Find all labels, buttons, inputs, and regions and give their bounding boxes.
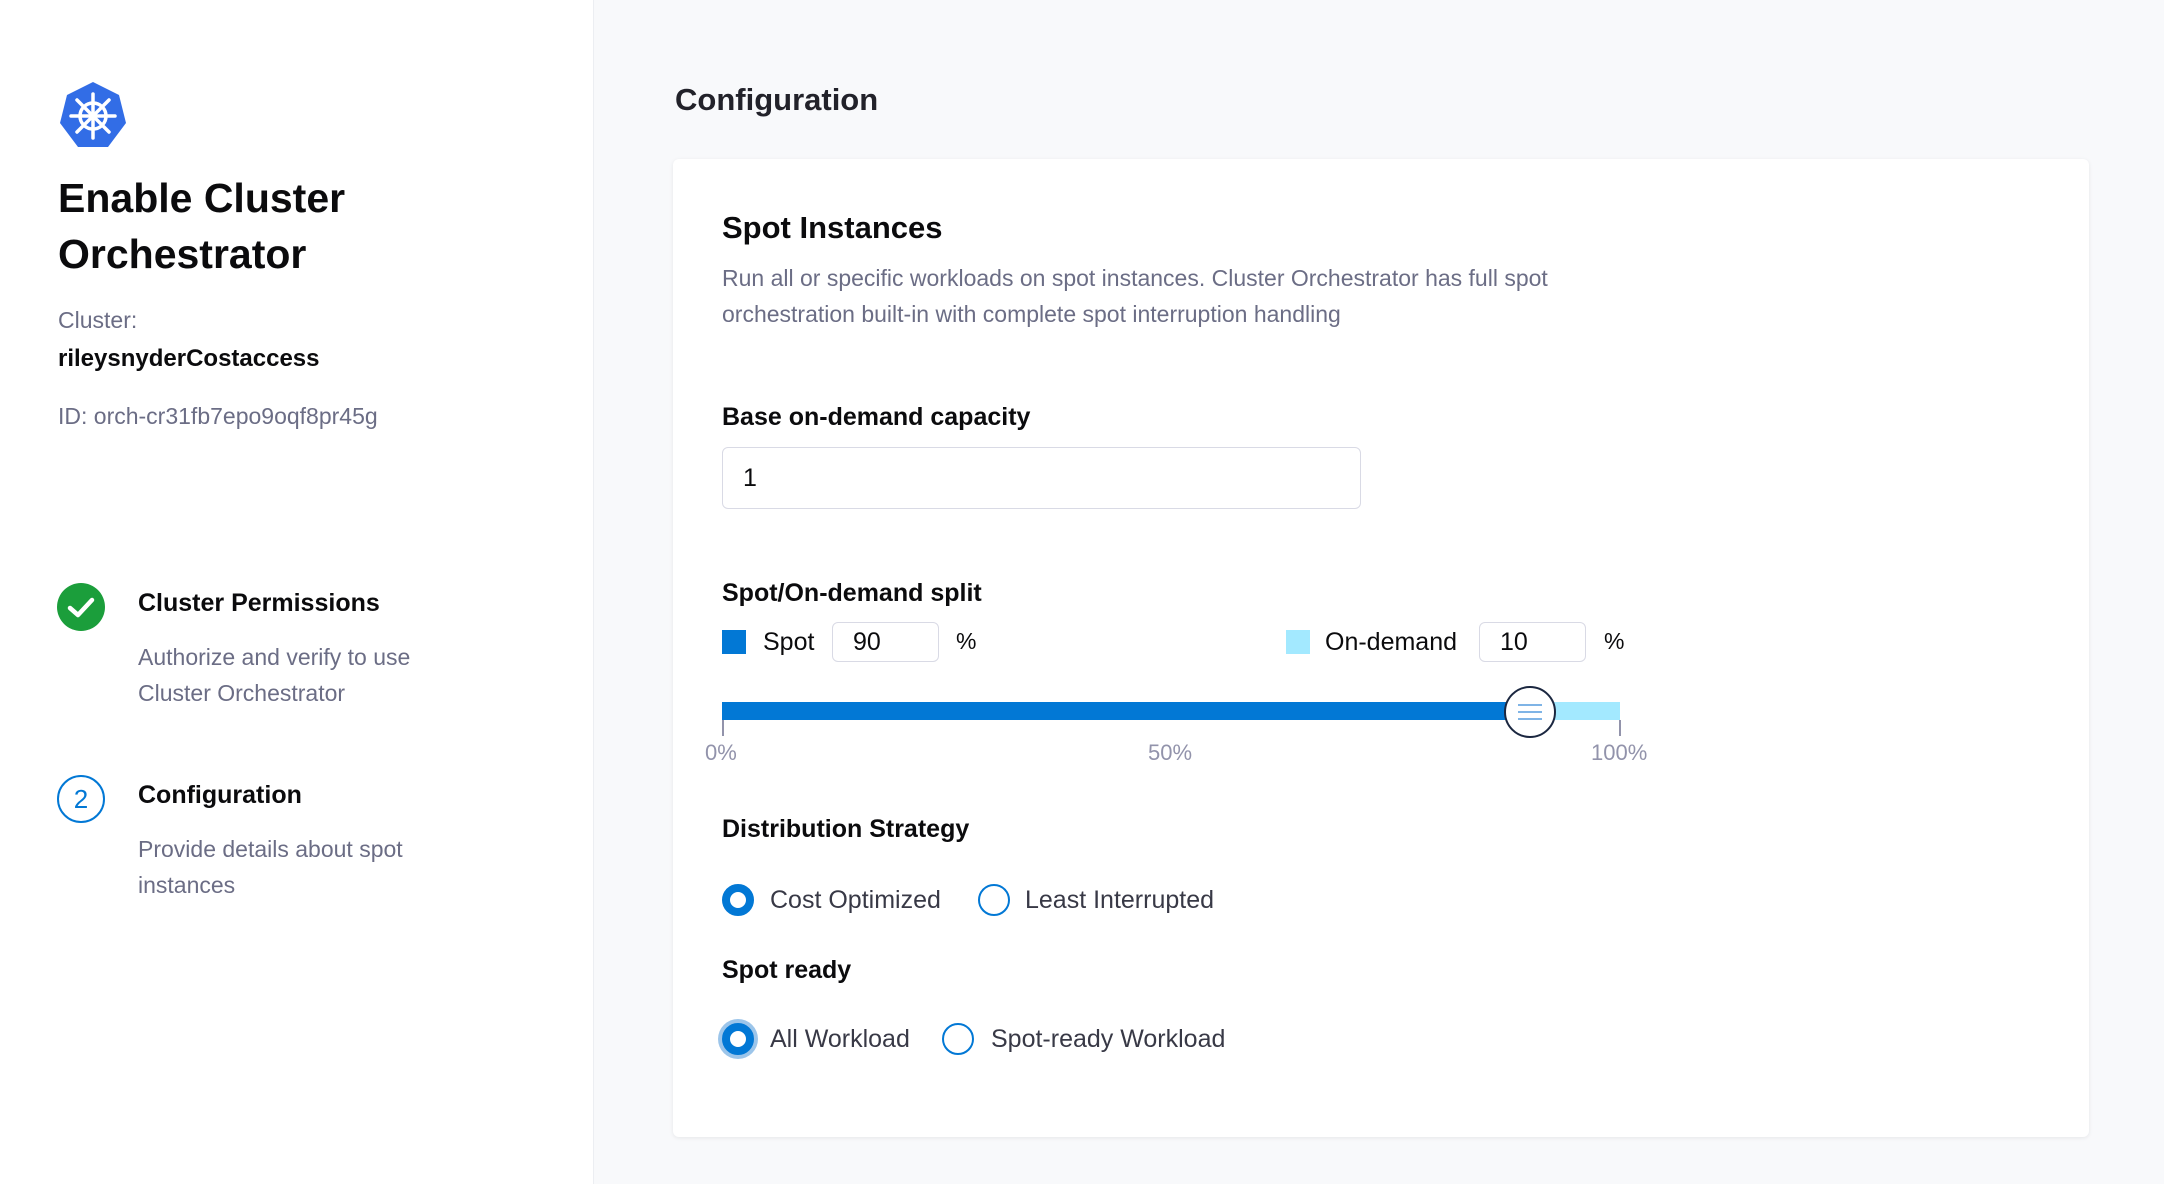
kubernetes-logo-icon (60, 82, 126, 147)
check-circle-icon (57, 583, 105, 631)
page-title-line2: Orchestrator (58, 231, 307, 277)
step-desc: instances (138, 872, 236, 898)
cluster-label: Cluster: (58, 307, 138, 333)
card-desc-line2: orchestration built-in with complete spo… (722, 301, 1341, 327)
ondemand-legend-swatch (1286, 630, 1310, 654)
radio-cost-optimized[interactable] (722, 884, 754, 916)
spot-label: Spot (763, 628, 815, 656)
base-capacity-input[interactable]: 1 (722, 447, 1361, 509)
section-heading: Configuration (675, 82, 879, 117)
radio-label[interactable]: Spot-ready Workload (991, 1025, 1226, 1053)
cluster-name: rileysnyderCostaccess (58, 345, 320, 372)
radio-least-interrupted[interactable] (978, 884, 1010, 916)
spot-percent-input[interactable]: 90 (832, 622, 939, 662)
slider-spot-fill (722, 702, 1531, 720)
page-title-line1: Enable Cluster (58, 175, 346, 221)
tick-mark (1619, 720, 1621, 736)
tick-mark (722, 720, 724, 736)
radio-all-workload[interactable] (722, 1023, 754, 1055)
step-number-badge: 2 (57, 775, 105, 823)
tick-label-0: 0% (705, 740, 737, 765)
slider-thumb[interactable] (1504, 686, 1557, 738)
spot-legend-swatch (722, 630, 746, 654)
step-desc: Cluster Orchestrator (138, 680, 346, 706)
step-desc: Provide details about spot (138, 836, 403, 862)
split-label: Spot/On-demand split (722, 579, 982, 607)
ondemand-percent-input[interactable]: 10 (1479, 622, 1586, 662)
distribution-label: Distribution Strategy (722, 815, 970, 843)
slider-track[interactable] (722, 702, 1620, 720)
tick-label-50: 50% (1148, 740, 1193, 765)
radio-label[interactable]: Cost Optimized (770, 886, 941, 914)
step-title: Configuration (138, 781, 302, 809)
spot-unit: % (956, 628, 977, 654)
step-desc: Authorize and verify to use (138, 644, 411, 670)
sidebar: Enable Cluster Orchestrator Cluster: ril… (0, 0, 594, 1184)
base-capacity-label: Base on-demand capacity (722, 403, 1031, 431)
ondemand-label: On-demand (1325, 628, 1458, 656)
radio-label[interactable]: Least Interrupted (1025, 886, 1215, 914)
spot-ready-label: Spot ready (722, 956, 852, 984)
tick-label-100: 100% (1591, 740, 1648, 765)
radio-label[interactable]: All Workload (770, 1025, 910, 1053)
ondemand-unit: % (1604, 628, 1625, 654)
card-desc-line1: Run all or specific workloads on spot in… (722, 265, 1548, 291)
radio-spot-ready-workload[interactable] (942, 1023, 974, 1055)
cluster-id: ID: orch-cr31fb7epo9oqf8pr45g (58, 403, 378, 429)
card-title: Spot Instances (722, 210, 943, 245)
step-title: Cluster Permissions (138, 589, 380, 617)
